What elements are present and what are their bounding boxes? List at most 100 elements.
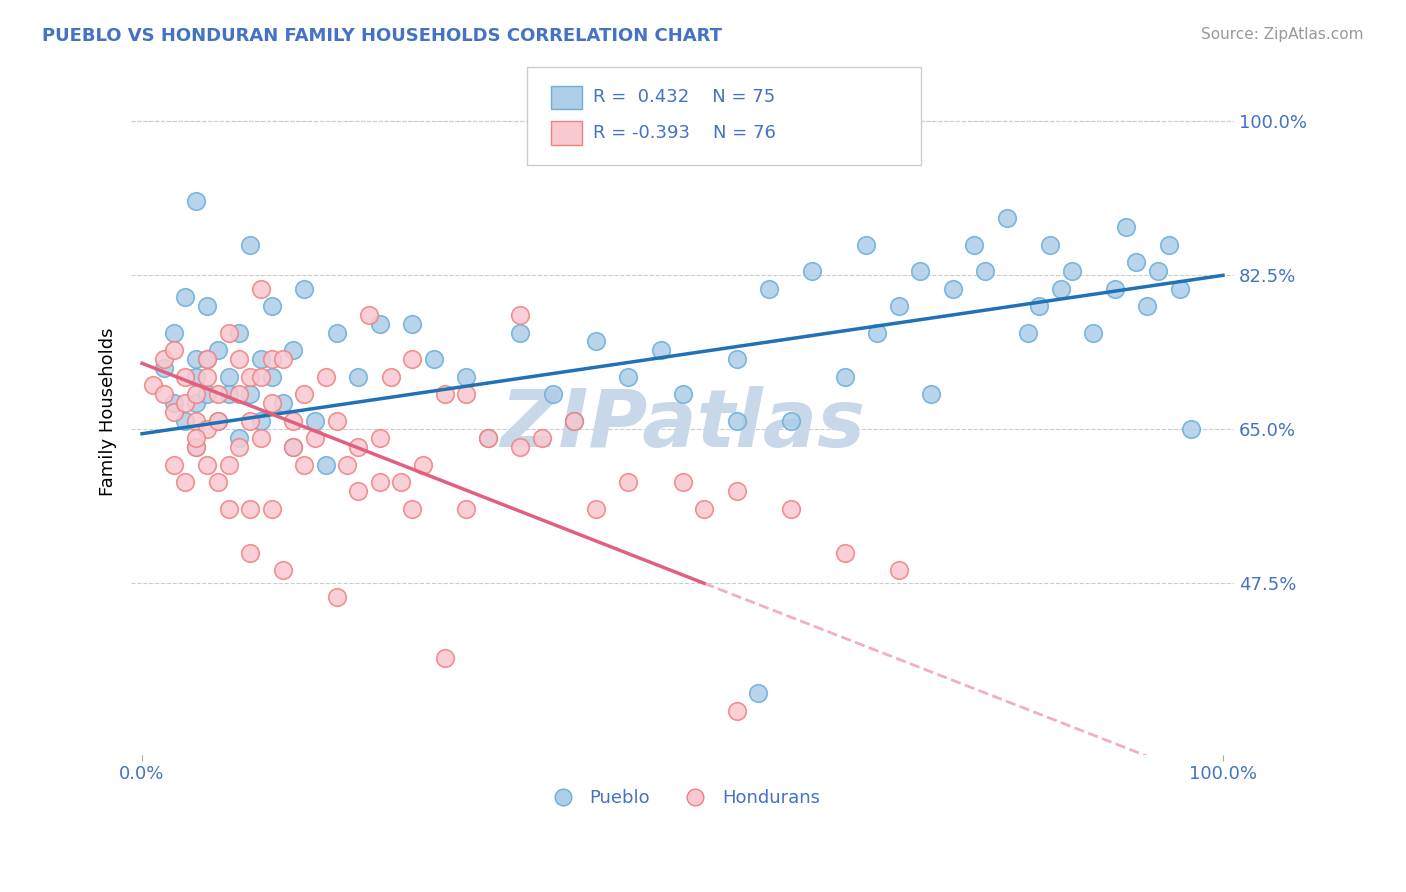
Point	[725, 704, 748, 718]
Point	[195, 369, 218, 384]
Point	[1017, 326, 1039, 340]
Point	[963, 237, 986, 252]
Point	[995, 211, 1018, 226]
Point	[218, 387, 240, 401]
Point	[1104, 281, 1126, 295]
Point	[292, 281, 315, 295]
Point	[292, 387, 315, 401]
Point	[456, 369, 478, 384]
Point	[1125, 255, 1147, 269]
Text: ZIPatlas: ZIPatlas	[501, 386, 865, 465]
Point	[747, 686, 769, 700]
Point	[477, 431, 499, 445]
Point	[228, 440, 250, 454]
Point	[283, 413, 305, 427]
Point	[184, 431, 207, 445]
Point	[779, 413, 801, 427]
Point	[174, 475, 197, 489]
Point	[174, 369, 197, 384]
Point	[541, 387, 564, 401]
Point	[218, 326, 240, 340]
Point	[1168, 281, 1191, 295]
Point	[564, 413, 586, 427]
Point	[207, 343, 229, 358]
Point	[942, 281, 965, 295]
Point	[195, 299, 218, 313]
Point	[283, 440, 305, 454]
Point	[477, 431, 499, 445]
Point	[1180, 422, 1202, 436]
Point	[239, 413, 262, 427]
Point	[725, 413, 748, 427]
Point	[325, 590, 347, 604]
Point	[368, 475, 391, 489]
Point	[292, 458, 315, 472]
Point	[920, 387, 942, 401]
Point	[974, 264, 997, 278]
Point	[834, 545, 856, 559]
Point	[693, 501, 716, 516]
Point	[433, 387, 456, 401]
Point	[207, 387, 229, 401]
Point	[195, 458, 218, 472]
Point	[283, 440, 305, 454]
Point	[1157, 237, 1180, 252]
Point	[163, 396, 186, 410]
Point	[218, 369, 240, 384]
Y-axis label: Family Households: Family Households	[100, 327, 117, 496]
Point	[325, 413, 347, 427]
Point	[347, 440, 370, 454]
Point	[260, 299, 283, 313]
Point	[412, 458, 434, 472]
Point	[271, 396, 294, 410]
Point	[1083, 326, 1105, 340]
Point	[671, 475, 693, 489]
Point	[195, 422, 218, 436]
Point	[585, 334, 607, 349]
Text: PUEBLO VS HONDURAN FAMILY HOUSEHOLDS CORRELATION CHART: PUEBLO VS HONDURAN FAMILY HOUSEHOLDS COR…	[42, 27, 723, 45]
Point	[174, 413, 197, 427]
Point	[433, 651, 456, 665]
Point	[1039, 237, 1062, 252]
Point	[401, 501, 423, 516]
Point	[617, 369, 640, 384]
Point	[195, 387, 218, 401]
Point	[380, 369, 402, 384]
Point	[887, 299, 910, 313]
Point	[228, 326, 250, 340]
Point	[218, 501, 240, 516]
Point	[509, 440, 531, 454]
Point	[260, 369, 283, 384]
Point	[758, 281, 780, 295]
Point	[271, 563, 294, 577]
Text: R =  0.432    N = 75: R = 0.432 N = 75	[593, 88, 776, 106]
Point	[1060, 264, 1083, 278]
Point	[304, 431, 326, 445]
Point	[152, 351, 174, 366]
Point	[779, 501, 801, 516]
Point	[250, 281, 273, 295]
Point	[1115, 219, 1137, 234]
Point	[207, 413, 229, 427]
Point	[174, 396, 197, 410]
Point	[456, 387, 478, 401]
Point	[368, 317, 391, 331]
Point	[617, 475, 640, 489]
Point	[163, 458, 186, 472]
Point	[260, 396, 283, 410]
Point	[801, 264, 824, 278]
Point	[207, 475, 229, 489]
Point	[336, 458, 359, 472]
Point	[1050, 281, 1073, 295]
Point	[239, 369, 262, 384]
Point	[725, 483, 748, 498]
Point	[228, 351, 250, 366]
Point	[184, 396, 207, 410]
Point	[184, 194, 207, 208]
Point	[152, 387, 174, 401]
Point	[368, 431, 391, 445]
Point	[391, 475, 413, 489]
Point	[401, 351, 423, 366]
Point	[228, 387, 250, 401]
Point	[283, 343, 305, 358]
